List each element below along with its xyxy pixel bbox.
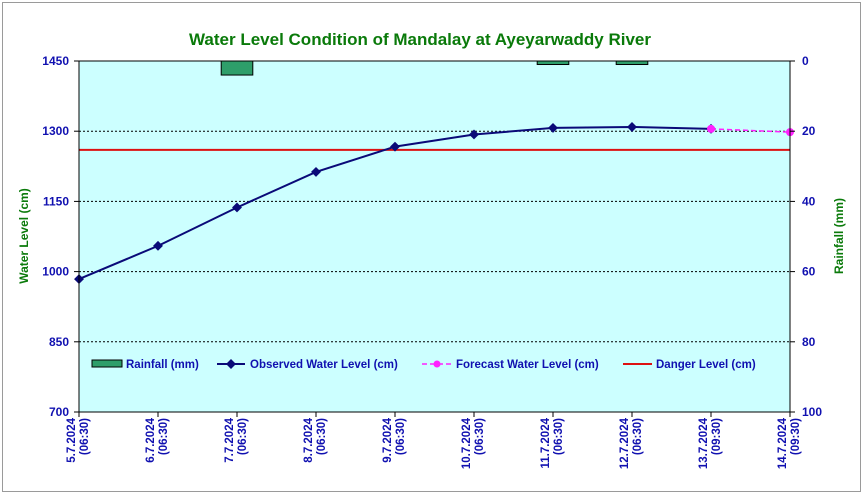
rainfall-bar — [220, 60, 254, 76]
legend-forecast-marker — [433, 360, 441, 368]
x-tick-label: 13.7.2024 (09:30) — [698, 417, 723, 469]
x-tick-time: (06:30) — [158, 418, 170, 455]
x-tick-label: 12.7.2024 (06:30) — [619, 417, 644, 469]
x-tick-date: 6.7.2024 — [145, 417, 157, 462]
observed-point — [311, 166, 321, 177]
x-tick-date: 11.7.2024 — [540, 417, 552, 468]
x-tick-time: (06:30) — [395, 418, 407, 455]
x-tick-label: 10.7.2024 (06:30) — [461, 417, 486, 469]
rainfall-bar — [536, 60, 570, 66]
x-tick-date: 10.7.2024 — [461, 417, 473, 469]
gridlines — [79, 130, 790, 343]
y-tick-label: 1450 — [42, 54, 69, 68]
forecast-point — [707, 124, 715, 133]
legend-rainfall-swatch — [91, 359, 123, 368]
x-tick-time: (09:30) — [711, 418, 723, 455]
observed-point — [390, 141, 400, 152]
y2-tick-label: 40 — [802, 194, 816, 208]
y2-tick-label: 100 — [802, 405, 822, 419]
y-tick-label: 1300 — [42, 124, 69, 138]
forecast-line — [710, 128, 791, 133]
y-tick-label: 700 — [49, 405, 69, 419]
x-tick-date: 13.7.2024 — [698, 417, 710, 469]
observed-water-level-series — [74, 122, 716, 285]
x-tick-time: (09:30) — [790, 418, 802, 455]
x-tick-time: (06:30) — [632, 418, 644, 455]
x-tick-time: (06:30) — [474, 418, 486, 455]
legend-rainfall-label: Rainfall (mm) — [126, 359, 199, 371]
legend-forecast-label: Forecast Water Level (cm) — [456, 359, 599, 371]
x-tick-date: 7.7.2024 — [224, 417, 236, 462]
y-tick-label: 1150 — [43, 194, 69, 208]
legend: Rainfall (mm) Observed Water Level (cm) Fo… — [91, 359, 756, 371]
observed-point — [469, 129, 479, 140]
x-axis-tick-labels: 5.7.2024 (06:30) 6.7.2024 (06:30) 7.7.2024 (0… — [66, 417, 802, 469]
y2-tick-label: 60 — [802, 265, 816, 279]
x-tick-label: 11.7.2024 (06:30) — [540, 417, 565, 468]
x-tick-date: 5.7.2024 — [66, 417, 78, 462]
observed-point — [627, 122, 637, 132]
x-tick-date: 8.7.2024 — [303, 417, 315, 462]
chart-title: Water Level Condition of Mandalay at Aye… — [189, 30, 651, 49]
x-tick-date: 14.7.2024 — [777, 417, 789, 469]
observed-point — [153, 240, 163, 251]
x-tick-time: (06:30) — [237, 418, 249, 455]
x-tick-label: 6.7.2024 (06:30) — [145, 417, 170, 462]
x-tick-time: (06:30) — [79, 418, 91, 455]
y2-tick-label: 80 — [802, 335, 816, 349]
legend-danger-label: Danger Level (cm) — [656, 359, 756, 371]
legend-observed-marker — [226, 359, 236, 369]
x-tick-label: 9.7.2024 (06:30) — [382, 417, 407, 462]
x-tick-date: 9.7.2024 — [382, 417, 394, 462]
plot-area — [78, 60, 791, 413]
y2-axis-label: Rainfall (mm) — [832, 198, 846, 274]
left-axis-tick-labels: 1450 1300 1150 1000 850 700 — [42, 54, 69, 419]
x-tick-label: 8.7.2024 (06:30) — [303, 417, 328, 462]
y-tick-label: 850 — [49, 335, 69, 349]
rainfall-bar — [615, 60, 649, 66]
x-tick-date: 12.7.2024 — [619, 417, 631, 469]
y-axis-label: Water Level (cm) — [17, 188, 31, 284]
x-tick-label: 5.7.2024 (06:30) — [66, 417, 91, 462]
legend-observed-label: Observed Water Level (cm) — [250, 359, 398, 371]
observed-point — [548, 122, 558, 133]
x-tick-time: (06:30) — [316, 418, 328, 455]
y2-tick-label: 20 — [802, 124, 816, 138]
x-tick-label: 14.7.2024 (09:30) — [777, 417, 802, 469]
axes — [74, 60, 795, 417]
x-tick-time: (06:30) — [553, 418, 565, 455]
x-tick-label: 7.7.2024 (06:30) — [224, 417, 249, 462]
right-axis-tick-labels: 0 20 40 60 80 100 — [802, 54, 822, 419]
rainfall-bars — [220, 60, 649, 76]
y-tick-label: 1000 — [42, 265, 69, 279]
y2-tick-label: 0 — [802, 54, 809, 68]
observed-point — [232, 202, 242, 213]
